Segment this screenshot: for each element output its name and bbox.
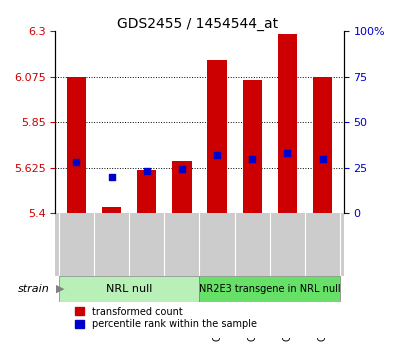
Bar <box>59 276 199 302</box>
Text: GDS2455 / 1454544_at: GDS2455 / 1454544_at <box>117 17 278 31</box>
Point <box>143 169 150 174</box>
Bar <box>199 276 340 302</box>
Bar <box>102 207 121 213</box>
Text: NRL null: NRL null <box>106 284 152 294</box>
Bar <box>207 60 227 213</box>
Bar <box>313 77 332 213</box>
Legend: transformed count, percentile rank within the sample: transformed count, percentile rank withi… <box>75 306 257 329</box>
Point <box>108 174 115 179</box>
Bar <box>172 160 192 213</box>
Bar <box>67 77 86 213</box>
Point <box>284 150 291 156</box>
Text: strain: strain <box>18 284 50 294</box>
Bar <box>137 170 156 213</box>
Text: ▶: ▶ <box>56 284 64 294</box>
Point <box>179 167 185 172</box>
Text: NR2E3 transgene in NRL null: NR2E3 transgene in NRL null <box>199 284 340 294</box>
Bar <box>278 34 297 213</box>
Bar <box>243 80 262 213</box>
Point <box>249 156 256 161</box>
Point <box>214 152 220 158</box>
Point <box>73 159 79 165</box>
Point <box>320 156 326 161</box>
